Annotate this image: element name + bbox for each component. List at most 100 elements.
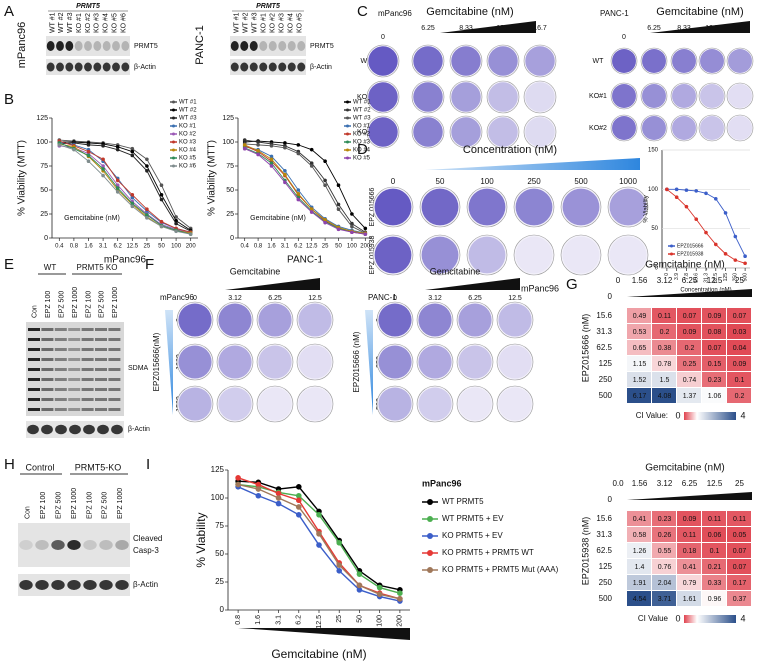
band xyxy=(68,338,81,341)
label: 12.5 xyxy=(705,25,719,32)
y-tick-label: 100 xyxy=(36,139,48,146)
data-point xyxy=(296,143,301,147)
data-point xyxy=(283,169,287,173)
band xyxy=(81,328,94,331)
label: 125 xyxy=(599,562,613,571)
heat-cell xyxy=(727,324,751,339)
plate xyxy=(523,80,557,114)
data-point xyxy=(174,229,178,234)
band xyxy=(28,378,40,381)
label: KO#1 xyxy=(589,93,607,100)
data-point xyxy=(130,204,135,209)
lane-label: KO #5 xyxy=(112,13,119,33)
data-point xyxy=(159,197,164,202)
wedge xyxy=(627,289,752,297)
band xyxy=(19,540,33,550)
cell-value: 0.06 xyxy=(708,532,722,539)
color-scale xyxy=(684,412,736,420)
x-tick-label: 25 xyxy=(144,244,151,250)
band xyxy=(102,41,111,51)
data-point xyxy=(242,143,247,147)
data-point xyxy=(316,542,322,548)
series-line xyxy=(238,483,401,594)
colonies xyxy=(728,49,752,73)
label: 15.6 xyxy=(596,311,612,320)
data-point xyxy=(743,254,747,258)
band xyxy=(278,62,287,72)
series-line xyxy=(59,141,191,231)
cell-value: 0.2 xyxy=(685,345,695,352)
x-tick-label: 6.2 xyxy=(294,244,303,250)
wedge xyxy=(627,492,752,500)
data-point xyxy=(295,492,302,499)
band xyxy=(68,368,81,371)
y-tick-label: 50 xyxy=(215,549,224,558)
lane-label: EPZ 1000 xyxy=(72,287,79,318)
plate xyxy=(449,115,483,149)
legend-marker xyxy=(172,132,175,136)
colonies xyxy=(298,303,332,337)
band xyxy=(95,378,107,381)
series-line xyxy=(244,146,366,234)
y-tick-label: 75 xyxy=(215,521,224,530)
y-tick-label: 75 xyxy=(40,163,48,170)
colonies xyxy=(700,116,724,140)
band xyxy=(102,62,111,72)
label: PRMT5 KO xyxy=(77,263,118,272)
plate xyxy=(607,186,649,228)
band xyxy=(67,580,81,590)
plate xyxy=(496,385,534,423)
cell-value: 0.49 xyxy=(633,313,647,320)
legend-label: WT PRMT5 + EV xyxy=(442,514,504,523)
legend-marker xyxy=(172,140,175,144)
legend-marker xyxy=(172,108,175,112)
label: 250 xyxy=(599,578,613,587)
legend-marker xyxy=(172,156,175,160)
band xyxy=(41,368,54,371)
lane-label: KO #6 xyxy=(120,13,127,33)
x-tick-label: 200 xyxy=(397,615,404,627)
legend-marker xyxy=(346,140,349,144)
heat-cell xyxy=(627,324,651,339)
data-point xyxy=(159,224,164,229)
data-point xyxy=(283,145,287,150)
label: 16.7 xyxy=(733,25,747,32)
band xyxy=(95,388,107,391)
data-point xyxy=(296,192,301,196)
x-tick-label: 3.9 xyxy=(674,273,680,280)
heat-cell xyxy=(652,575,676,590)
data-point xyxy=(309,161,314,165)
legend-marker xyxy=(172,148,175,152)
cell-value: 0.1 xyxy=(710,548,720,555)
band xyxy=(99,580,113,590)
cell-value: 0.07 xyxy=(733,564,747,571)
lane-label: WT #3 xyxy=(67,12,74,33)
legend-label: WT #1 xyxy=(179,100,197,106)
data-point xyxy=(684,204,689,209)
label: β-Actin xyxy=(134,64,156,71)
colonies xyxy=(418,387,452,421)
colonies xyxy=(421,188,459,226)
label: SDMA xyxy=(128,365,149,372)
band xyxy=(54,408,67,411)
cell-value: 0.15 xyxy=(708,361,722,368)
lane-label: Con xyxy=(25,506,32,519)
series-line xyxy=(237,477,401,600)
data-point xyxy=(235,475,241,481)
band xyxy=(41,348,54,351)
heat-cell xyxy=(627,575,651,590)
plate xyxy=(456,301,494,339)
series-line xyxy=(244,139,366,233)
band xyxy=(81,408,94,411)
colonies xyxy=(368,117,398,147)
band xyxy=(95,328,107,331)
label: 4 xyxy=(740,613,745,623)
cell-value: 0.65 xyxy=(633,345,647,352)
plate xyxy=(670,82,698,110)
gene: PRMT5 xyxy=(76,3,100,10)
x-tick-label: 0.8 xyxy=(235,615,242,625)
heat-cell xyxy=(727,340,751,355)
cell-value: 0.07 xyxy=(733,548,747,555)
label: mPanc96 xyxy=(378,9,412,18)
legend-marker xyxy=(346,108,349,112)
